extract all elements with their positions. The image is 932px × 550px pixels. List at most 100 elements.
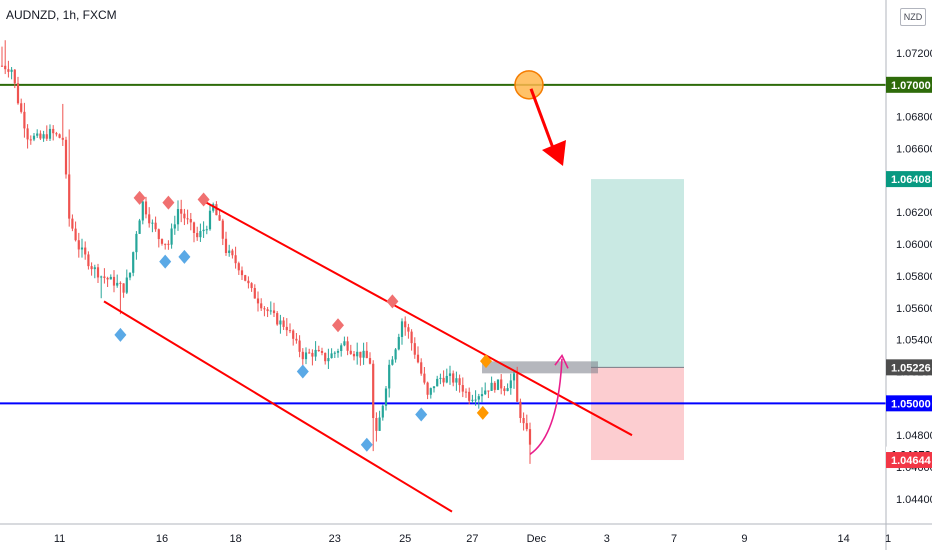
target-zone [591,179,684,368]
candle-body [224,238,228,253]
candle-body [138,220,141,234]
candle-body [176,209,180,225]
candle-body [189,219,192,223]
candle-body [397,336,400,350]
candle-body [87,254,90,267]
time-tick-label: 25 [399,533,411,545]
candle-body [308,352,311,354]
candle-body [391,359,394,365]
candle-body [528,429,532,445]
candle-body [522,418,525,424]
time-tick-label: 9 [741,533,747,545]
candle-body [42,134,45,139]
entry-marker [480,354,492,369]
candle-body [292,330,295,339]
candle-body [221,220,224,239]
swing-low-marker [159,254,172,269]
candle-body [474,399,477,401]
candle-body [480,394,484,397]
candle-body [237,263,240,271]
candle-body [100,276,103,278]
price-badge [886,171,932,188]
candle-body [253,288,256,299]
candle-body [461,385,464,392]
candle-body [170,228,173,245]
projection-curve [529,358,563,455]
swing-low-marker [114,327,127,342]
currency-badge[interactable]: NZD [900,8,926,26]
candle-body [333,352,336,354]
candle-body [23,111,26,129]
candle-body [192,222,196,233]
candle-body [164,243,167,245]
candle-body [160,239,164,244]
candle-body [61,137,64,140]
price-tick-label: 1.05600 [896,303,932,315]
candle-body [148,214,151,224]
candle-body [349,350,352,354]
candle-body [368,358,372,364]
candle-body [48,128,52,139]
candle-body [298,340,301,352]
candle-body [272,310,276,314]
drop-arrow-head [542,140,566,166]
swing-low-marker [415,407,428,422]
candle-body [519,401,522,419]
price-tick-label: 1.06800 [896,112,932,124]
time-tick-label: 18 [229,533,241,545]
candle-body [276,313,279,325]
price-badge-label: 1.07000 [891,80,931,92]
candle-body [512,373,516,381]
time-tick-label: Dec [527,533,547,545]
time-tick-label: 3 [604,533,610,545]
candle-body [144,201,148,215]
candle-body [304,352,308,360]
candle-body [7,69,10,72]
swing-low-marker [360,437,373,452]
candle-body [324,352,327,362]
candle-body [356,351,359,357]
price-badge [886,395,932,412]
candle-body [301,351,304,360]
candle-body [122,283,125,293]
swing-high-marker [162,195,175,210]
candle-body [295,338,298,341]
candle-body [250,283,253,289]
candle-body [240,270,244,276]
candle-body [266,309,269,312]
candle-body [487,390,490,392]
candle-body [407,327,410,332]
candle-body [429,388,432,395]
candle-body [45,134,48,139]
candle-body [39,133,42,139]
price-badge-label: 1.06408 [891,174,931,186]
candle-body [445,375,448,383]
plot-area [0,40,886,513]
candle-body [314,349,317,357]
candle-body [432,386,436,389]
candle-body [426,382,429,395]
candle-body [16,83,20,104]
swing-high-marker [332,318,344,333]
candle-body [186,218,189,220]
price-tick-label: 1.05800 [896,271,932,283]
time-tick-label: 16 [156,533,168,545]
candle-body [231,250,234,256]
channel-upper-line [203,200,633,437]
candle-body [77,240,80,250]
candle-body [279,320,282,325]
candle-body [4,65,7,70]
candle-body [500,379,503,389]
candle-body [260,303,263,309]
drop-arrow-shaft [529,88,555,149]
candle-body [288,330,292,332]
candle-body [173,224,176,229]
price-tick-label: 1.04800 [896,430,932,442]
candle-body [90,266,93,270]
target-circle [514,70,544,100]
candle-body [234,255,237,264]
candle-body [141,201,144,221]
candle-body [263,308,266,310]
candle-body [116,282,119,286]
